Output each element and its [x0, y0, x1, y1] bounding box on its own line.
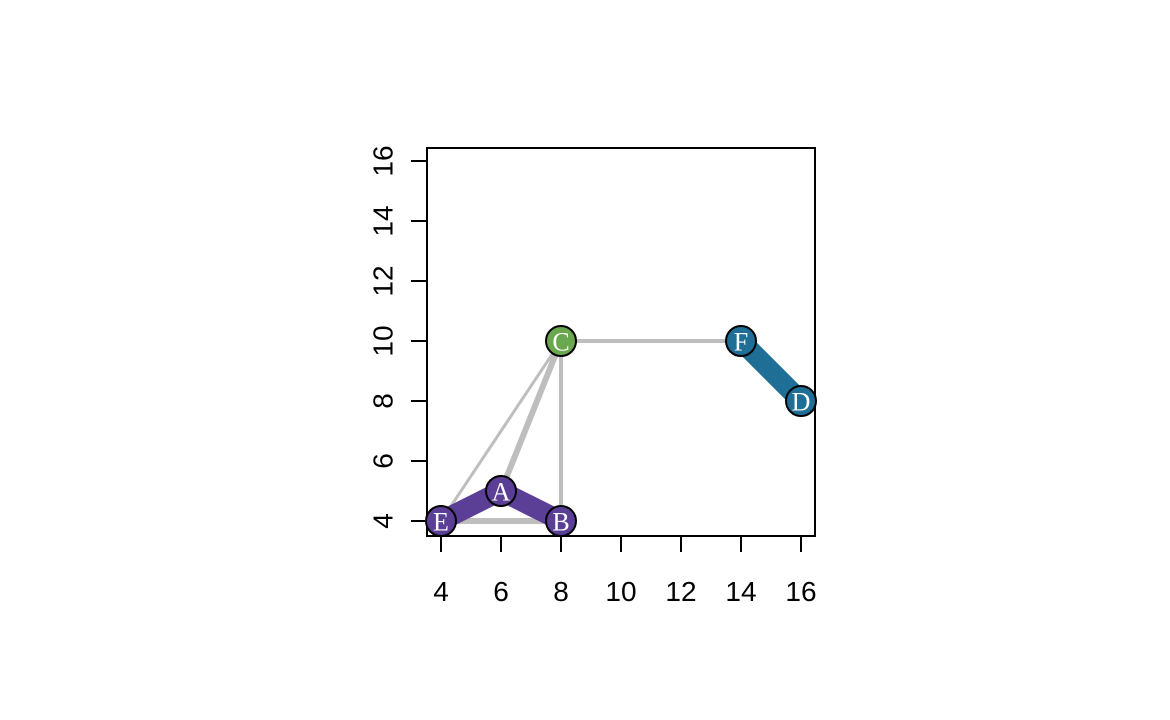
- nodes-layer: A B C D E F: [425, 325, 817, 537]
- y-axis: 4 6 8 10 12 14 16: [368, 145, 428, 529]
- edge-E-C: [439, 340, 563, 522]
- x-tick-label: 4: [433, 576, 449, 607]
- node-label: F: [734, 328, 748, 357]
- y-tick-label: 8: [368, 393, 399, 409]
- node-A: A: [485, 475, 517, 507]
- node-circle: [785, 385, 817, 417]
- node-label: D: [792, 388, 811, 417]
- y-tick-label: 14: [368, 205, 399, 236]
- x-tick-label: 6: [493, 576, 509, 607]
- node-circle: [485, 475, 517, 507]
- node-circle: [425, 505, 457, 537]
- x-tick-label: 8: [553, 576, 569, 607]
- y-tick-label: 12: [368, 265, 399, 296]
- node-F: F: [725, 325, 757, 357]
- x-tick-label: 10: [605, 576, 636, 607]
- node-C: C: [545, 325, 577, 357]
- node-circle: [545, 325, 577, 357]
- x-axis: 4 6 8 10 12 14 16: [433, 535, 817, 607]
- edge-A-C: [498, 339, 564, 493]
- node-D: D: [785, 385, 817, 417]
- x-tick-label: 16: [785, 576, 816, 607]
- y-tick-label: 4: [368, 513, 399, 529]
- y-tick-label: 16: [368, 145, 399, 176]
- node-label: B: [552, 508, 569, 537]
- y-tick-label: 10: [368, 325, 399, 356]
- node-circle: [725, 325, 757, 357]
- node-label: C: [552, 328, 569, 357]
- node-label: A: [492, 478, 511, 507]
- y-tick-label: 6: [368, 453, 399, 469]
- x-tick-label: 14: [725, 576, 756, 607]
- node-label: E: [433, 508, 449, 537]
- node-B: B: [545, 505, 577, 537]
- node-E: E: [425, 505, 457, 537]
- node-circle: [545, 505, 577, 537]
- x-tick-label: 12: [665, 576, 696, 607]
